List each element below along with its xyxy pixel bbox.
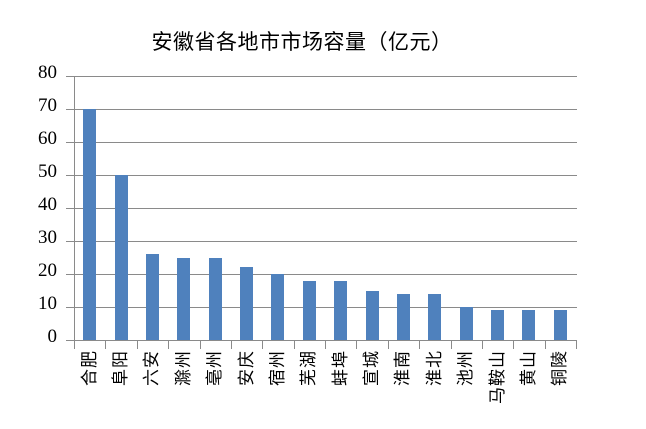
- bar: [459, 307, 473, 340]
- x-axis-tick: [356, 341, 358, 349]
- bar: [396, 293, 410, 340]
- gridline: [74, 109, 577, 110]
- x-axis-tick: [262, 341, 264, 349]
- x-axis-tick: [293, 341, 295, 349]
- x-axis-tick: [387, 341, 389, 349]
- y-axis-label: 80: [38, 62, 57, 83]
- y-axis-tick: [66, 175, 74, 176]
- y-axis-tick: [66, 241, 74, 242]
- x-axis-label: 池州: [456, 350, 476, 386]
- x-axis-tick: [544, 341, 546, 349]
- bar: [491, 310, 505, 340]
- x-axis-label: 合肥: [79, 350, 99, 386]
- x-axis-label: 蚌埠: [330, 350, 350, 386]
- x-axis-tick: [419, 341, 421, 349]
- bar: [522, 310, 536, 340]
- gridline: [74, 274, 577, 275]
- gridline: [74, 340, 577, 341]
- gridline: [74, 175, 577, 176]
- y-axis-tick: [66, 340, 74, 341]
- x-axis-label: 铜陵: [550, 350, 570, 386]
- bar: [365, 290, 379, 340]
- bar: [177, 257, 191, 340]
- bar: [428, 293, 442, 340]
- bar: [208, 257, 222, 340]
- x-axis-tick: [325, 341, 326, 349]
- x-axis-label: 芜湖: [299, 350, 319, 386]
- x-axis-tick: [450, 341, 452, 349]
- y-axis-tick: [66, 208, 74, 209]
- y-axis-tick: [66, 109, 74, 110]
- x-axis-tick: [136, 341, 138, 349]
- bar: [553, 310, 567, 340]
- gridline: [74, 307, 577, 308]
- x-axis-label: 滁州: [173, 350, 193, 386]
- gridline: [74, 241, 577, 242]
- gridline: [74, 142, 577, 143]
- x-axis-label: 淮北: [424, 350, 444, 386]
- x-axis-tick: [513, 341, 515, 349]
- x-axis-label: 马鞍山: [487, 350, 507, 404]
- bar: [83, 109, 97, 340]
- x-axis-tick: [481, 341, 483, 349]
- x-axis-tick: [168, 341, 170, 349]
- x-axis-label: 阜阳: [111, 350, 131, 386]
- x-axis-label: 六安: [142, 350, 162, 386]
- bar: [334, 280, 348, 340]
- bar: [114, 175, 128, 340]
- y-axis-label: 60: [38, 128, 57, 149]
- x-axis-label: 安庆: [236, 350, 256, 386]
- y-axis-label: 0: [47, 326, 58, 347]
- y-axis-label: 20: [38, 260, 57, 281]
- gridline: [74, 76, 577, 77]
- bar: [145, 254, 159, 340]
- x-axis-tick: [105, 341, 107, 349]
- y-axis-label: 70: [38, 95, 57, 116]
- y-axis-label: 30: [38, 227, 57, 248]
- x-axis-label: 淮南: [393, 350, 413, 386]
- chart-title: 安徽省各地市市场容量（亿元）: [151, 30, 453, 54]
- x-axis-tick: [74, 341, 75, 349]
- x-axis-label: 宿州: [267, 350, 287, 386]
- bar: [271, 274, 285, 340]
- y-axis-tick: [66, 307, 74, 308]
- y-axis-tick: [66, 142, 74, 143]
- x-axis-tick: [576, 341, 577, 349]
- y-axis-tick: [66, 76, 74, 77]
- gridline: [74, 208, 577, 209]
- x-axis-label: 宣城: [362, 350, 382, 386]
- y-axis-label: 50: [38, 161, 57, 182]
- bar: [302, 280, 316, 340]
- x-axis-label: 亳州: [205, 350, 225, 386]
- y-axis-tick: [66, 274, 74, 275]
- y-axis-label: 10: [38, 293, 57, 314]
- x-axis-tick: [230, 341, 232, 349]
- x-axis-label: 黄山: [518, 350, 538, 386]
- x-axis-tick: [199, 341, 201, 349]
- y-axis-line: [74, 76, 75, 341]
- bar: [240, 267, 254, 340]
- y-axis-label: 40: [38, 194, 57, 215]
